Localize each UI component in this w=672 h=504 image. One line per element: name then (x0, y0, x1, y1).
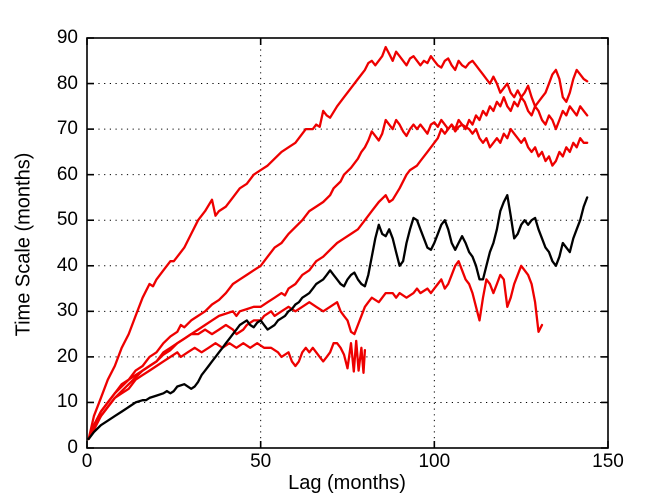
x-axis-label: Lag (months) (288, 472, 406, 494)
y-tick-label-20: 20 (56, 345, 78, 367)
y-tick-label-0: 0 (67, 437, 78, 458)
y-tick-label-50: 50 (56, 209, 78, 231)
series-red-curve-2 (87, 96, 589, 441)
x-tick-label-0: 0 (81, 451, 93, 472)
series-red-curve-4-ends-131 (87, 260, 544, 441)
series-black-curve (87, 194, 589, 441)
x-tick-label-100: 100 (418, 451, 451, 472)
series-red-curve-5-ends-80 (87, 339, 367, 441)
x-tick-label-50: 50 (250, 451, 272, 472)
y-tick-label-80: 80 (56, 72, 78, 94)
y-tick-label-70: 70 (56, 118, 78, 140)
plot-box (86, 37, 609, 449)
series-red-curve-1-top (87, 45, 589, 441)
y-tick-label-30: 30 (56, 300, 78, 322)
y-tick-label-90: 90 (56, 27, 78, 48)
y-tick-label-40: 40 (56, 254, 78, 276)
series-red-curve-3-late-riser (87, 118, 589, 441)
y-tick-label-10: 10 (56, 391, 78, 413)
x-tick-label-150: 150 (592, 451, 624, 472)
y-tick-label-60: 60 (56, 163, 78, 185)
